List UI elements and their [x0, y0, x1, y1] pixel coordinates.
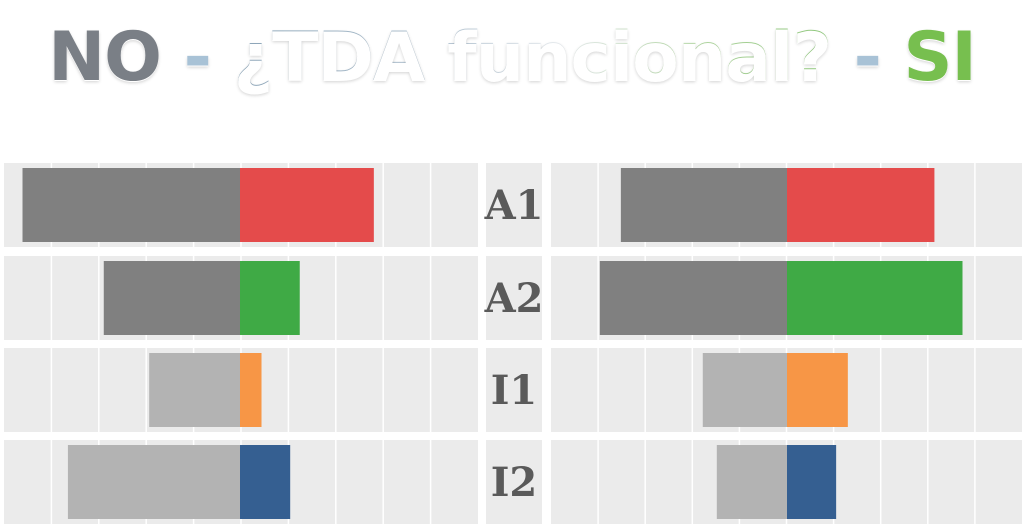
category-label-cell-a1	[486, 163, 542, 247]
title-si: SI	[903, 18, 976, 97]
bar-si-a2-positive	[787, 261, 963, 335]
bar-si-i1-positive	[787, 353, 848, 427]
bar-si-i1-negative	[702, 353, 787, 427]
bar-no-a1-negative	[22, 168, 241, 242]
chart-title: NO - ¿TDA funcional? - SI	[0, 18, 1024, 97]
title-separator-left: -	[160, 18, 234, 97]
category-label-cell-i2	[486, 440, 542, 524]
bar-si-a1-positive	[787, 168, 935, 242]
category-label-cell-i1	[486, 348, 542, 432]
category-label-i2: I2	[491, 459, 538, 506]
category-label-a1: A1	[484, 182, 544, 229]
bar-no-i1-negative	[149, 353, 240, 427]
title-separator-right: -	[830, 18, 904, 97]
bar-si-i2-positive	[787, 445, 837, 519]
bar-no-i1-positive	[240, 353, 262, 427]
bar-no-a2-positive	[240, 261, 300, 335]
category-label-cell-a2	[486, 256, 542, 340]
title-question: ¿TDA funcional?	[233, 18, 832, 97]
bar-no-a1-positive	[240, 168, 374, 242]
bar-si-i2-negative	[716, 445, 787, 519]
bar-no-i2-negative	[67, 445, 240, 519]
category-label-a2: A2	[484, 275, 544, 322]
category-label-i1: I1	[491, 367, 538, 414]
bar-no-a2-negative	[103, 261, 241, 335]
bar-si-a2-negative	[599, 261, 787, 335]
title-no: NO	[48, 18, 162, 97]
bar-si-a1-negative	[620, 168, 787, 242]
bar-no-i2-positive	[240, 445, 291, 519]
